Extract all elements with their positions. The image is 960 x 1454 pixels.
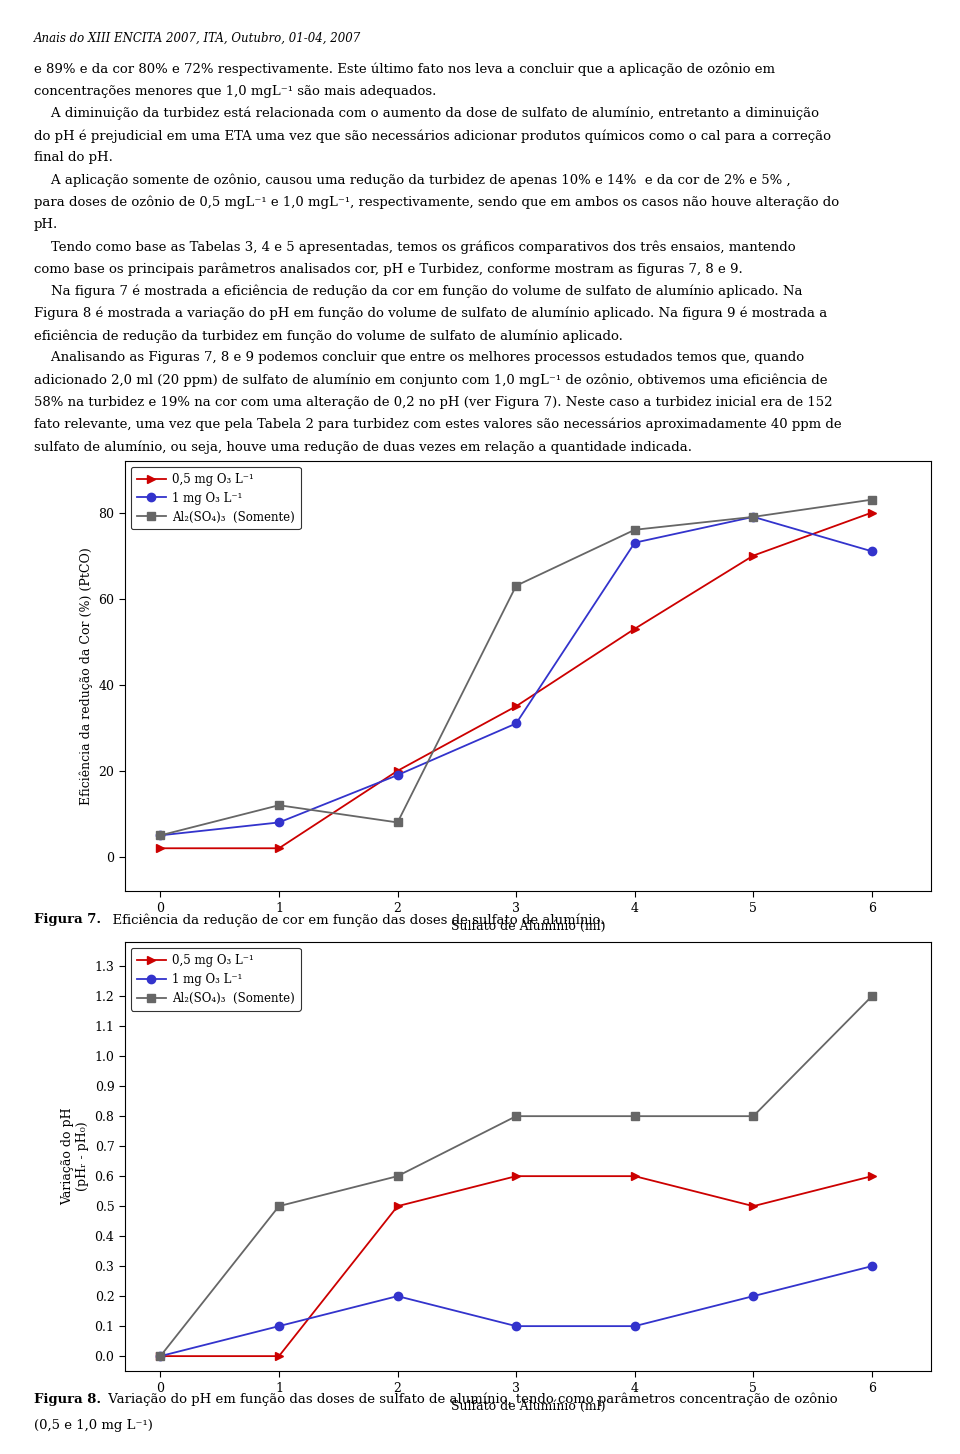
0,5 mg O₃ L⁻¹ <box>511 698 522 715</box>
1 mg O₃ L⁻¹ <box>866 1258 877 1275</box>
1 mg O₃ L⁻¹ <box>274 1317 285 1335</box>
Line: 0,5 mg O₃ L⁻¹: 0,5 mg O₃ L⁻¹ <box>156 1172 876 1361</box>
Text: Variação do pH em função das doses de sulfato de alumínio, tendo como parâmetros: Variação do pH em função das doses de su… <box>104 1393 837 1406</box>
0,5 mg O₃ L⁻¹ <box>748 547 759 564</box>
Line: 1 mg O₃ L⁻¹: 1 mg O₃ L⁻¹ <box>156 1262 876 1361</box>
Legend: 0,5 mg O₃ L⁻¹, 1 mg O₃ L⁻¹, Al₂(SO₄)₃  (Somente): 0,5 mg O₃ L⁻¹, 1 mg O₃ L⁻¹, Al₂(SO₄)₃ (S… <box>131 948 300 1011</box>
Text: concentrações menores que 1,0 mgL⁻¹ são mais adequados.: concentrações menores que 1,0 mgL⁻¹ são … <box>34 84 436 97</box>
Text: como base os principais parâmetros analisados cor, pH e Turbidez, conforme mostr: como base os principais parâmetros anali… <box>34 263 742 276</box>
Al₂(SO₄)₃  (Somente) <box>748 1108 759 1125</box>
Text: e 89% e da cor 80% e 72% respectivamente. Este último fato nos leva a concluir q: e 89% e da cor 80% e 72% respectivamente… <box>34 63 775 76</box>
Al₂(SO₄)₃  (Somente) <box>629 1108 640 1125</box>
Al₂(SO₄)₃  (Somente) <box>274 797 285 814</box>
Text: do pH é prejudicial em uma ETA uma vez que são necessários adicionar produtos qu: do pH é prejudicial em uma ETA uma vez q… <box>34 129 830 142</box>
Y-axis label: Variação do pH
(pHᵣ - pH₀): Variação do pH (pHᵣ - pH₀) <box>60 1108 89 1205</box>
1 mg O₃ L⁻¹ <box>155 1348 166 1365</box>
Al₂(SO₄)₃  (Somente) <box>155 1348 166 1365</box>
X-axis label: Sulfato de Alumínio (ml): Sulfato de Alumínio (ml) <box>451 920 605 933</box>
Text: Figura 8 é mostrada a variação do pH em função do volume de sulfato de alumínio : Figura 8 é mostrada a variação do pH em … <box>34 307 827 320</box>
Text: eficiência de redução da turbidez em função do volume de sulfato de alumínio apl: eficiência de redução da turbidez em fun… <box>34 329 622 343</box>
Text: Analisando as Figuras 7, 8 e 9 podemos concluir que entre os melhores processos : Analisando as Figuras 7, 8 e 9 podemos c… <box>34 352 804 365</box>
0,5 mg O₃ L⁻¹ <box>511 1168 522 1185</box>
Al₂(SO₄)₃  (Somente) <box>392 814 403 832</box>
1 mg O₃ L⁻¹ <box>629 1317 640 1335</box>
1 mg O₃ L⁻¹ <box>866 542 877 560</box>
Text: Eficiência da redução de cor em função das doses de sulfato de alumínio.: Eficiência da redução de cor em função d… <box>104 913 604 926</box>
1 mg O₃ L⁻¹ <box>511 715 522 733</box>
0,5 mg O₃ L⁻¹ <box>155 839 166 856</box>
1 mg O₃ L⁻¹ <box>629 534 640 551</box>
Text: 58% na turbidez e 19% na cor com uma alteração de 0,2 no pH (ver Figura 7). Nest: 58% na turbidez e 19% na cor com uma alt… <box>34 395 832 409</box>
1 mg O₃ L⁻¹ <box>392 1287 403 1304</box>
X-axis label: Sulfato de Alumínio (ml): Sulfato de Alumínio (ml) <box>451 1400 605 1413</box>
Text: fato relevante, uma vez que pela Tabela 2 para turbidez com estes valores são ne: fato relevante, uma vez que pela Tabela … <box>34 417 841 432</box>
Al₂(SO₄)₃  (Somente) <box>866 987 877 1005</box>
0,5 mg O₃ L⁻¹ <box>748 1198 759 1216</box>
0,5 mg O₃ L⁻¹ <box>392 1198 403 1216</box>
1 mg O₃ L⁻¹ <box>511 1317 522 1335</box>
Y-axis label: Eficiência da redução da Cor (%) (PtCO): Eficiência da redução da Cor (%) (PtCO) <box>80 547 93 806</box>
0,5 mg O₃ L⁻¹ <box>629 619 640 637</box>
1 mg O₃ L⁻¹ <box>274 814 285 832</box>
Line: Al₂(SO₄)₃  (Somente): Al₂(SO₄)₃ (Somente) <box>156 992 876 1361</box>
1 mg O₃ L⁻¹ <box>392 766 403 784</box>
Text: (0,5 e 1,0 mg L⁻¹): (0,5 e 1,0 mg L⁻¹) <box>34 1419 153 1432</box>
Al₂(SO₄)₃  (Somente) <box>511 1108 522 1125</box>
1 mg O₃ L⁻¹ <box>748 1287 759 1304</box>
0,5 mg O₃ L⁻¹ <box>274 1348 285 1365</box>
0,5 mg O₃ L⁻¹ <box>155 1348 166 1365</box>
Text: adicionado 2,0 ml (20 ppm) de sulfato de alumínio em conjunto com 1,0 mgL⁻¹ de o: adicionado 2,0 ml (20 ppm) de sulfato de… <box>34 374 828 387</box>
Al₂(SO₄)₃  (Somente) <box>748 507 759 525</box>
0,5 mg O₃ L⁻¹ <box>866 1168 877 1185</box>
Al₂(SO₄)₃  (Somente) <box>392 1168 403 1185</box>
Al₂(SO₄)₃  (Somente) <box>866 491 877 509</box>
Text: Figura 7.: Figura 7. <box>34 913 101 926</box>
Text: Na figura 7 é mostrada a eficiência de redução da cor em função do volume de sul: Na figura 7 é mostrada a eficiência de r… <box>34 285 803 298</box>
0,5 mg O₃ L⁻¹ <box>392 762 403 779</box>
Legend: 0,5 mg O₃ L⁻¹, 1 mg O₃ L⁻¹, Al₂(SO₄)₃  (Somente): 0,5 mg O₃ L⁻¹, 1 mg O₃ L⁻¹, Al₂(SO₄)₃ (S… <box>131 467 300 529</box>
Text: para doses de ozônio de 0,5 mgL⁻¹ e 1,0 mgL⁻¹, respectivamente, sendo que em amb: para doses de ozônio de 0,5 mgL⁻¹ e 1,0 … <box>34 196 839 209</box>
Line: 1 mg O₃ L⁻¹: 1 mg O₃ L⁻¹ <box>156 513 876 839</box>
Text: Figura 8.: Figura 8. <box>34 1393 101 1406</box>
0,5 mg O₃ L⁻¹ <box>274 839 285 856</box>
Text: sulfato de alumínio, ou seja, houve uma redução de duas vezes em relação a quant: sulfato de alumínio, ou seja, houve uma … <box>34 441 691 454</box>
1 mg O₃ L⁻¹ <box>155 827 166 845</box>
Text: A diminuição da turbidez está relacionada com o aumento da dose de sulfato de al: A diminuição da turbidez está relacionad… <box>34 108 819 121</box>
0,5 mg O₃ L⁻¹ <box>866 505 877 522</box>
Text: final do pH.: final do pH. <box>34 151 112 164</box>
Line: Al₂(SO₄)₃  (Somente): Al₂(SO₄)₃ (Somente) <box>156 496 876 839</box>
Al₂(SO₄)₃  (Somente) <box>511 577 522 595</box>
Al₂(SO₄)₃  (Somente) <box>629 521 640 538</box>
Text: pH.: pH. <box>34 218 58 231</box>
Text: A aplicação somente de ozônio, causou uma redução da turbidez de apenas 10% e 14: A aplicação somente de ozônio, causou um… <box>34 173 790 188</box>
Text: Tendo como base as Tabelas 3, 4 e 5 apresentadas, temos os gráficos comparativos: Tendo como base as Tabelas 3, 4 e 5 apre… <box>34 240 795 254</box>
Al₂(SO₄)₃  (Somente) <box>155 827 166 845</box>
Al₂(SO₄)₃  (Somente) <box>274 1198 285 1216</box>
1 mg O₃ L⁻¹ <box>748 507 759 525</box>
Line: 0,5 mg O₃ L⁻¹: 0,5 mg O₃ L⁻¹ <box>156 509 876 852</box>
0,5 mg O₃ L⁻¹ <box>629 1168 640 1185</box>
Text: Anais do XIII ENCITA 2007, ITA, Outubro, 01-04, 2007: Anais do XIII ENCITA 2007, ITA, Outubro,… <box>34 32 361 45</box>
